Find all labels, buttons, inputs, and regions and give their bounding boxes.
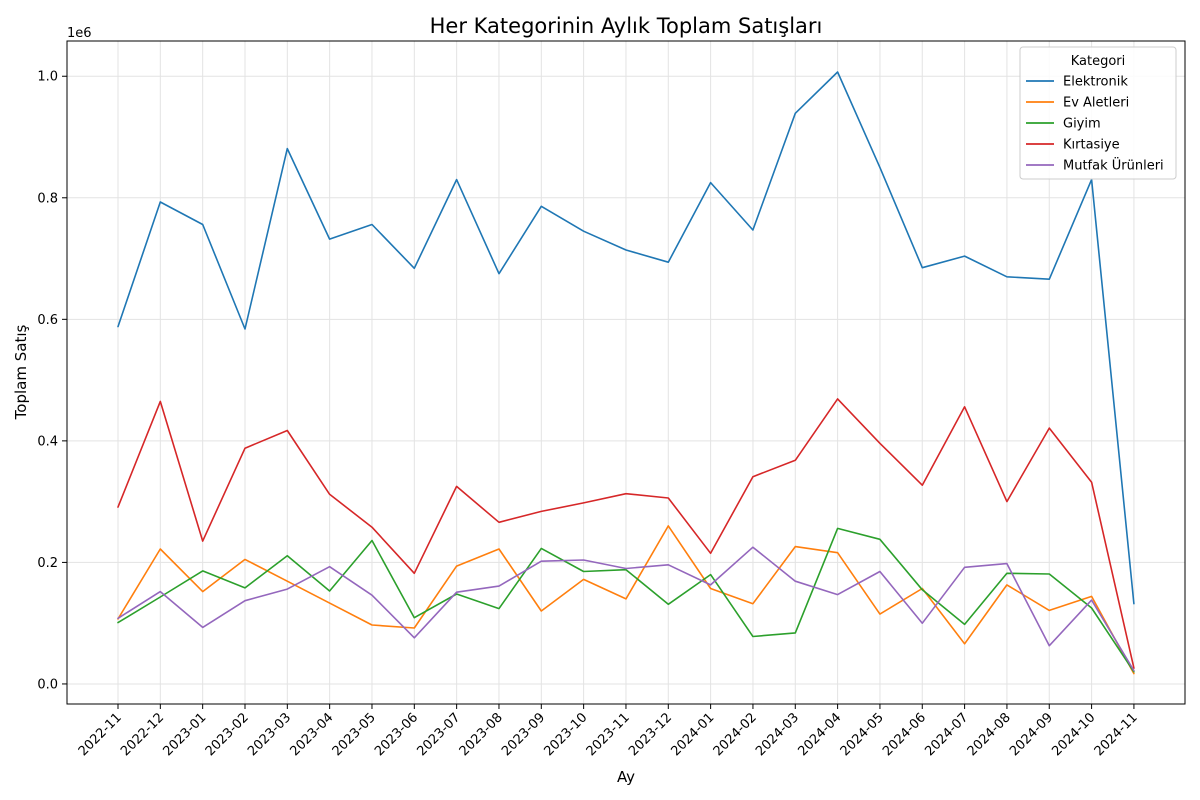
y-axis: 0.0 0.2 0.4 0.6 0.8 1.0 — [37, 70, 67, 692]
y-multiplier-label: 1e6 — [67, 26, 92, 41]
x-tick-label: 2023-05 — [330, 710, 379, 759]
legend-label: Giyim — [1063, 117, 1101, 132]
x-tick-label: 2024-09 — [1007, 710, 1056, 759]
x-tick-label: 2023-07 — [414, 710, 463, 759]
x-tick-label: 2023-12 — [626, 710, 675, 759]
series-line-3 — [117, 398, 1135, 669]
y-tick-label: 0.8 — [37, 191, 58, 206]
series-layer — [117, 71, 1135, 675]
x-tick-label: 2023-01 — [160, 710, 209, 759]
y-tick-label: 1.0 — [37, 70, 58, 85]
x-tick-label: 2023-06 — [372, 710, 421, 759]
legend-items: Elektronik Ev Aletleri Giyim Kırtasiye Mutfa… — [1026, 75, 1164, 174]
x-tick-label: 2024-02 — [711, 710, 760, 759]
legend-label: Kırtasiye — [1063, 138, 1120, 153]
x-tick-label: 2023-04 — [287, 710, 336, 759]
y-tick-label: 0.4 — [37, 434, 58, 449]
x-axis-label: Ay — [617, 768, 635, 786]
y-axis-label: Toplam Satış — [12, 325, 30, 421]
x-tick-label: 2024-04 — [795, 710, 844, 759]
series-line-4 — [117, 546, 1135, 672]
legend: Kategori Elektronik Ev Aletleri Giyim Kırta… — [1019, 46, 1177, 180]
x-tick-label: 2023-08 — [457, 710, 506, 759]
series-line-0 — [117, 71, 1135, 605]
series-line-1 — [117, 525, 1135, 675]
x-tick-label: 2024-11 — [1092, 710, 1141, 759]
x-tick-label: 2024-06 — [880, 710, 929, 759]
x-tick-label: 2024-10 — [1049, 710, 1098, 759]
grid-layer — [67, 41, 1185, 704]
series-line-2 — [117, 527, 1135, 673]
y-tick-label: 0.2 — [37, 556, 58, 571]
chart-title: Her Kategorinin Aylık Toplam Satışları — [430, 14, 823, 38]
x-tick-label: 2024-08 — [965, 710, 1014, 759]
legend-box — [1019, 46, 1177, 180]
x-tick-label: 2023-10 — [541, 710, 590, 759]
legend-label: Elektronik — [1063, 75, 1128, 90]
legend-label: Mutfak Ürünleri — [1063, 157, 1164, 174]
legend-title: Kategori — [1071, 54, 1126, 69]
x-tick-label: 2024-07 — [922, 710, 971, 759]
x-tick-label: 2023-03 — [245, 710, 294, 759]
x-tick-label: 2022-11 — [76, 710, 125, 759]
x-tick-label: 2024-05 — [838, 710, 887, 759]
x-tick-label: 2023-11 — [584, 710, 633, 759]
x-tick-label: 2024-03 — [753, 710, 802, 759]
legend-label: Ev Aletleri — [1063, 96, 1129, 111]
y-tick-label: 0.6 — [37, 313, 58, 328]
x-axis: 2022-112022-122023-012023-022023-032023-… — [76, 704, 1141, 759]
x-tick-label: 2022-12 — [118, 710, 167, 759]
y-tick-label: 0.0 — [37, 677, 58, 692]
x-tick-label: 2023-02 — [203, 710, 252, 759]
x-tick-label: 2024-01 — [668, 710, 717, 759]
x-tick-label: 2023-09 — [499, 710, 548, 759]
